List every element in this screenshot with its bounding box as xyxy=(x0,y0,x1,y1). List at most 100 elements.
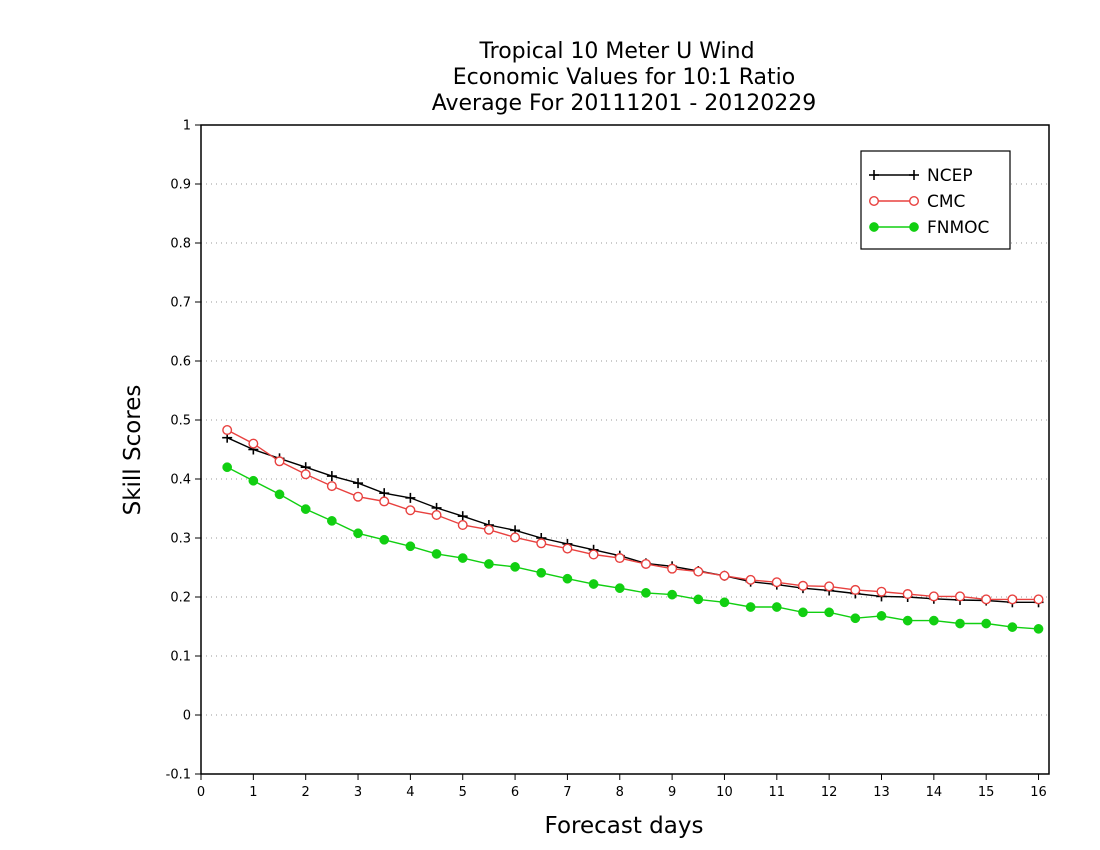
chart-title: Tropical 10 Meter U Wind Economic Values… xyxy=(432,39,817,116)
x-tick-label: 8 xyxy=(616,785,624,800)
data-point xyxy=(510,562,520,572)
data-point xyxy=(902,589,913,600)
data-point xyxy=(745,574,756,585)
x-tick-label: 5 xyxy=(459,785,467,800)
data-point xyxy=(274,489,285,500)
data-point xyxy=(510,532,521,543)
axis-ticks xyxy=(195,124,1040,780)
y-tick-label: 0.7 xyxy=(170,296,191,311)
data-point xyxy=(483,524,494,535)
x-tick-labels: 0 1 2 3 4 5 6 7 8 9 10 11 12 13 14 15 16 xyxy=(197,785,1047,800)
series-cmc xyxy=(222,425,1044,605)
data-point xyxy=(869,195,880,206)
data-point xyxy=(405,505,416,516)
data-point xyxy=(536,538,547,549)
data-point xyxy=(955,618,965,629)
data-point xyxy=(353,528,363,539)
y-tick-label: 0.9 xyxy=(170,178,191,193)
x-tick-label: 3 xyxy=(354,785,362,800)
data-point xyxy=(824,581,835,592)
data-point xyxy=(248,475,259,486)
data-point xyxy=(431,509,442,520)
x-tick-label: 16 xyxy=(1030,785,1047,800)
data-point xyxy=(771,602,782,612)
data-point xyxy=(457,553,468,563)
y-tick-label: 0 xyxy=(183,709,191,724)
data-point xyxy=(640,558,651,569)
data-point xyxy=(457,511,468,522)
data-point xyxy=(457,520,468,531)
data-point xyxy=(536,567,547,578)
y-tick-label: 0.6 xyxy=(170,355,191,370)
data-point xyxy=(353,491,364,502)
data-point xyxy=(300,504,311,514)
x-tick-label: 7 xyxy=(563,785,571,800)
data-point xyxy=(431,549,442,559)
legend-label: CMC xyxy=(927,192,965,212)
series-ncep xyxy=(222,432,1044,608)
x-tick-label: 11 xyxy=(769,785,786,800)
x-tick-label: 1 xyxy=(249,785,257,800)
title-line-3: Average For 20111201 - 20120229 xyxy=(432,91,817,116)
data-point xyxy=(797,580,808,591)
data-point xyxy=(300,469,311,480)
data-point xyxy=(274,456,285,467)
legend-entry-fnmoc: FNMOC xyxy=(869,218,989,238)
series-line-ncep xyxy=(226,437,1039,603)
data-point xyxy=(353,478,364,489)
data-point xyxy=(909,222,919,232)
legend-entry-ncep: NCEP xyxy=(869,166,973,186)
data-point xyxy=(869,222,879,232)
data-point xyxy=(693,594,704,605)
plot-frame xyxy=(200,124,1050,775)
data-point xyxy=(850,584,861,595)
legend-label: FNMOC xyxy=(927,218,989,238)
data-point xyxy=(928,591,939,602)
data-point xyxy=(405,541,416,552)
title-line-1: Tropical 10 Meter U Wind xyxy=(478,39,754,64)
y-tick-label: 0.8 xyxy=(170,237,191,252)
data-point xyxy=(798,607,808,618)
series-fnmoc xyxy=(222,462,1044,634)
data-point xyxy=(562,543,573,554)
data-point xyxy=(588,579,599,589)
data-point xyxy=(909,195,920,206)
data-point xyxy=(928,615,939,626)
data-point xyxy=(326,471,337,482)
y-tick-label: -0.1 xyxy=(166,768,191,783)
x-tick-label: 4 xyxy=(406,785,414,800)
data-point xyxy=(981,618,992,629)
y-axis-title: Skill Scores xyxy=(120,385,146,516)
gridlines xyxy=(201,183,1049,716)
data-point xyxy=(719,570,730,581)
data-point xyxy=(902,615,913,626)
title-line-2: Economic Values for 10:1 Ratio xyxy=(453,65,795,90)
data-point xyxy=(562,573,573,584)
data-point xyxy=(614,583,625,594)
x-tick-label: 6 xyxy=(511,785,519,800)
legend-box xyxy=(860,150,1011,250)
data-point xyxy=(1033,594,1044,605)
data-point xyxy=(850,613,861,624)
data-point xyxy=(405,492,416,503)
y-tick-label: 0.4 xyxy=(170,473,191,488)
x-tick-label: 9 xyxy=(668,785,676,800)
series-line-fnmoc xyxy=(226,466,1039,630)
data-point xyxy=(1007,622,1018,632)
data-point xyxy=(981,594,992,605)
y-tick-label: 0.2 xyxy=(170,591,191,606)
data-point xyxy=(667,563,678,574)
series-group xyxy=(222,425,1044,634)
data-point xyxy=(909,170,919,180)
data-point xyxy=(824,607,834,618)
legend: NCEP CMC FNMOC xyxy=(860,150,1011,250)
legend-entry-cmc: CMC xyxy=(869,192,965,212)
data-point xyxy=(379,534,390,545)
x-tick-label: 10 xyxy=(716,785,733,800)
data-point xyxy=(955,591,966,602)
data-point xyxy=(719,597,730,608)
y-tick-labels: -0.1 0 0.1 0.2 0.3 0.4 0.5 0.6 0.7 0.8 0.9 1 xyxy=(166,119,191,783)
data-point xyxy=(484,559,494,569)
x-tick-label: 12 xyxy=(821,785,838,800)
